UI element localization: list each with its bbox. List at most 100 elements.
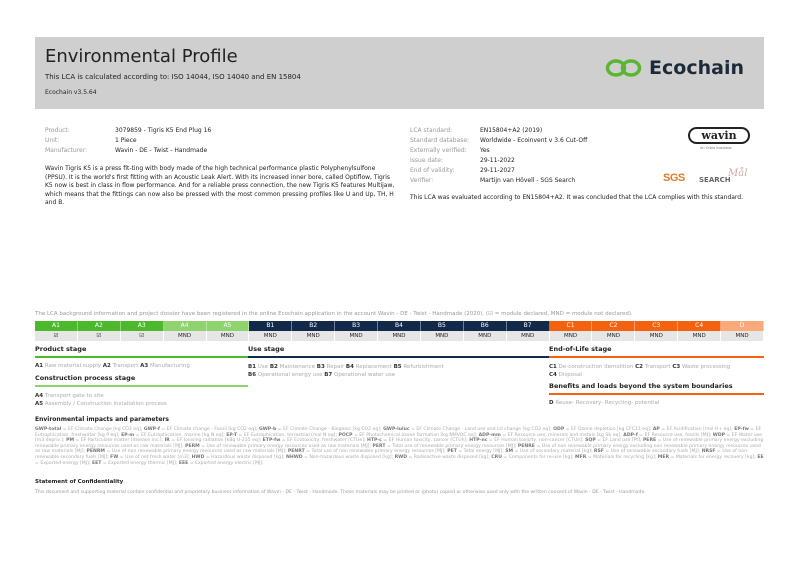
impact-desc: EF Eutrophication, terrestrial [mol N eq… — [243, 432, 336, 438]
impact-desc: Use of non renewable primary energy excl… — [35, 443, 761, 455]
module-status: MND — [592, 331, 636, 341]
impact-desc: Materials for recycling [kg] — [593, 454, 655, 460]
impact-abbr: IR — [164, 438, 170, 444]
module-status: MND — [506, 331, 550, 341]
module-header: A1 — [35, 321, 78, 331]
legend-code: B3 — [316, 364, 325, 370]
legend-text: Raw material supply — [44, 363, 101, 369]
impact-desc: EF Eutrophication, marine [kg N eq] — [140, 432, 224, 438]
module-status: MND — [463, 331, 507, 341]
impact-desc: Hazardous waste disposed [kg] — [211, 454, 283, 460]
module-header: B2 — [292, 321, 336, 331]
module-status: ☑ — [35, 331, 78, 341]
legend-code: B4 — [345, 364, 354, 370]
search-logo: SEARCH — [699, 176, 731, 184]
module-header: C2 — [592, 321, 636, 331]
module-header: D — [721, 321, 764, 331]
module-status: MND — [163, 331, 207, 341]
legend-code: D — [549, 400, 554, 406]
impact-desc: EF Particulate matter [disease inc.] — [80, 438, 162, 444]
impact-desc: Components for re-use [kg] — [508, 454, 573, 460]
impact-abbr: GWP-f — [143, 427, 160, 432]
impact-abbr: FW — [110, 454, 119, 460]
end-of-life-stage: End-of-Life stage C1 De-construction dem… — [549, 345, 764, 406]
info-label: Externally verified: — [410, 146, 467, 154]
legend-text: Maintenance — [279, 364, 316, 370]
impact-abbr: RWD — [394, 454, 408, 460]
legend-code: B5 — [393, 364, 402, 370]
info-value: Martijn van Hövell - SGS Search — [480, 176, 576, 184]
info-value: 1 Piece — [115, 136, 137, 144]
impact-abbr: ODP — [553, 427, 565, 432]
page-title: Environmental Profile — [45, 46, 238, 67]
info-label: Standard database: — [410, 136, 470, 144]
info-row: Manufacturer: Wavin - DE - Twist - Handma… — [45, 145, 211, 155]
impact-abbr: SM — [505, 449, 514, 455]
impact-abbr: GWP-total — [35, 427, 62, 432]
module-header: B7 — [506, 321, 550, 331]
impact-desc: EF Acidification [mol H+ eq] — [666, 427, 732, 432]
info-row: Unit: 1 Piece — [45, 135, 211, 145]
impact-desc: EF Climate change - Fossil [kg CO2 eq] — [166, 427, 256, 432]
module-header: A3 — [120, 321, 164, 331]
module-status: MND — [206, 331, 250, 341]
module-header: A5 — [206, 321, 250, 331]
impact-abbr: SQP — [585, 438, 596, 444]
impact-abbr: EP-fw — [734, 427, 749, 432]
info-value: Yes — [480, 146, 490, 154]
chain-link-icon — [605, 59, 642, 77]
info-value: Worldwide - Ecoinvent v 3.6 Cut-Off — [480, 136, 588, 144]
module-header: A4 — [163, 321, 207, 331]
impact-desc: Radioactive waste disposed [kg] — [413, 454, 489, 460]
info-label: Product: — [45, 126, 70, 134]
page-subtitle: This LCA is calculated according to: ISO… — [45, 73, 301, 81]
impact-desc: Use of non-renewable secondary fuels [MJ… — [35, 449, 749, 460]
info-value: 3079859 - Tigris K5 End Plug 16 — [115, 126, 212, 134]
impact-desc: EF Eutrophication, freshwater [kg P eq] — [35, 427, 762, 438]
impact-abbr: MER — [657, 454, 670, 460]
sgs-logo: SGS — [663, 172, 685, 184]
impact-abbr: GWP-b — [258, 427, 277, 432]
stage-legend: D Reuse- Recovery- Recycling- potential — [549, 400, 764, 406]
legend-code: C2 — [635, 364, 643, 370]
impact-abbr: EE — [757, 454, 764, 460]
stage-legend: A1 Raw material supply A2 Transport A3 M… — [35, 363, 248, 369]
impact-abbr: WDP — [712, 432, 725, 438]
info-row: LCA standard: EN15804+A2 (2019) — [410, 125, 587, 135]
ecochain-logo-text: Ecochain — [649, 57, 744, 79]
impact-desc: Use of renewable primary energy excludin… — [35, 438, 764, 449]
info-row: Issue date: 29-11-2022 — [410, 155, 587, 165]
module-header: C1 — [549, 321, 593, 331]
info-row: Verifier: Martijn van Hövell - SGS Search — [410, 175, 587, 185]
module-header: B4 — [378, 321, 421, 331]
impact-desc: EF Land use [Pt] — [602, 438, 640, 444]
impact-abbr: AP — [652, 427, 660, 432]
module-status: ☑ — [77, 331, 121, 341]
stage-title: Use stage — [248, 345, 285, 353]
info-label: Manufacturer: — [45, 146, 88, 154]
legend-text: Manufacturing — [149, 363, 190, 369]
verifier-signature: Mål — [728, 168, 748, 179]
legend-code: B7 — [324, 372, 333, 378]
stage-title: Product stage — [35, 345, 87, 353]
stage-title: Benefits and loads beyond the system bou… — [549, 382, 733, 390]
version-label: Ecochain v3.5.64 — [45, 89, 97, 96]
module-header: B1 — [249, 321, 293, 331]
impact-abbr: ETP-fw — [262, 438, 281, 444]
legend-code: B2 — [269, 364, 278, 370]
impacts-legend: GWP-total = EF Climate Change [kg CO2 eq… — [35, 427, 764, 466]
module-header: C3 — [635, 321, 679, 331]
confidentiality-title: Statement of Confidentiality — [35, 479, 124, 485]
impact-desc: EF Climate Change - Land use and LU chan… — [416, 427, 551, 432]
stage-divider — [549, 356, 764, 358]
module-status: MND — [721, 331, 764, 341]
stage-legend: C1 De-construction demolition C2 Transpo… — [549, 363, 764, 379]
info-label: LCA standard: — [410, 126, 453, 134]
info-value: 29-11-2022 — [480, 156, 515, 164]
info-value: 29-11-2027 — [480, 166, 515, 174]
legend-text: Operational energy use — [257, 372, 323, 378]
legend-text: Refurbishment — [403, 364, 444, 370]
impact-desc: Materials for energy recovery [kg] — [675, 454, 755, 460]
stage-divider — [248, 356, 549, 358]
impact-desc: Use of renewable primary energy resource… — [206, 443, 370, 449]
